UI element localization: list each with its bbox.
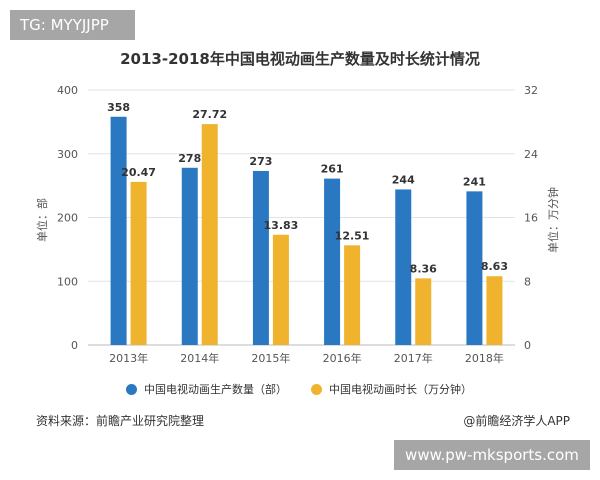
bar-count bbox=[181, 167, 198, 345]
watermark-label: www.pw-mksports.com bbox=[394, 440, 590, 470]
data-label: 13.83 bbox=[264, 219, 299, 232]
legend-swatch bbox=[126, 383, 137, 395]
bar-duration bbox=[486, 276, 503, 345]
bar-duration bbox=[344, 245, 361, 345]
x-tick-label: 2014年 bbox=[180, 351, 219, 365]
source-note: 资料来源：前瞻产业研究院整理 bbox=[36, 414, 205, 428]
data-label: 261 bbox=[321, 163, 344, 176]
bar-count bbox=[324, 178, 341, 345]
bar-duration bbox=[201, 124, 218, 345]
data-label: 273 bbox=[249, 155, 272, 168]
y2-tick-label: 32 bbox=[524, 84, 538, 97]
y2-tick-label: 16 bbox=[524, 212, 538, 225]
legend-label: 中国电视动画时长（万分钟） bbox=[329, 383, 472, 396]
bar-count bbox=[466, 191, 483, 345]
x-tick-label: 2017年 bbox=[394, 351, 433, 365]
data-label: 12.51 bbox=[335, 229, 370, 242]
y-tick-label: 400 bbox=[57, 84, 78, 97]
bar-count bbox=[252, 170, 269, 345]
data-label: 244 bbox=[392, 173, 415, 186]
x-tick-label: 2015年 bbox=[251, 351, 290, 365]
bar-count bbox=[110, 116, 127, 346]
legend-item-count: 中国电视动画生产数量（部） bbox=[126, 381, 287, 397]
bar-duration bbox=[272, 234, 289, 345]
y-tick-label: 0 bbox=[71, 339, 78, 352]
y-tick-label: 200 bbox=[57, 212, 78, 225]
y-tick-label: 300 bbox=[57, 148, 78, 161]
data-label: 358 bbox=[107, 101, 130, 114]
data-label: 8.36 bbox=[410, 262, 437, 275]
data-label: 241 bbox=[463, 175, 486, 188]
y2-tick-label: 8 bbox=[524, 275, 531, 288]
x-tick-label: 2013年 bbox=[109, 351, 148, 365]
x-tick-label: 2016年 bbox=[323, 351, 362, 365]
x-tick-label: 2018年 bbox=[465, 351, 504, 365]
legend-label: 中国电视动画生产数量（部） bbox=[144, 383, 287, 396]
data-label: 20.47 bbox=[121, 166, 156, 179]
legend-item-duration: 中国电视动画时长（万分钟） bbox=[311, 381, 472, 397]
y-tick-label: 100 bbox=[57, 275, 78, 288]
y2-tick-label: 0 bbox=[524, 339, 531, 352]
bar-count bbox=[395, 189, 412, 345]
data-label: 278 bbox=[178, 152, 201, 165]
bar-duration bbox=[130, 181, 147, 345]
data-label: 8.63 bbox=[481, 260, 508, 273]
chart-title: 2013-2018年中国电视动画生产数量及时长统计情况 bbox=[120, 50, 480, 68]
legend-swatch bbox=[311, 383, 322, 395]
bar-duration bbox=[415, 278, 432, 345]
tag-label: TG: MYYJJPP bbox=[10, 10, 135, 40]
credit-note: @前瞻经济学人APP bbox=[463, 414, 570, 428]
data-label: 27.72 bbox=[192, 108, 227, 121]
y2-tick-label: 24 bbox=[524, 148, 538, 161]
